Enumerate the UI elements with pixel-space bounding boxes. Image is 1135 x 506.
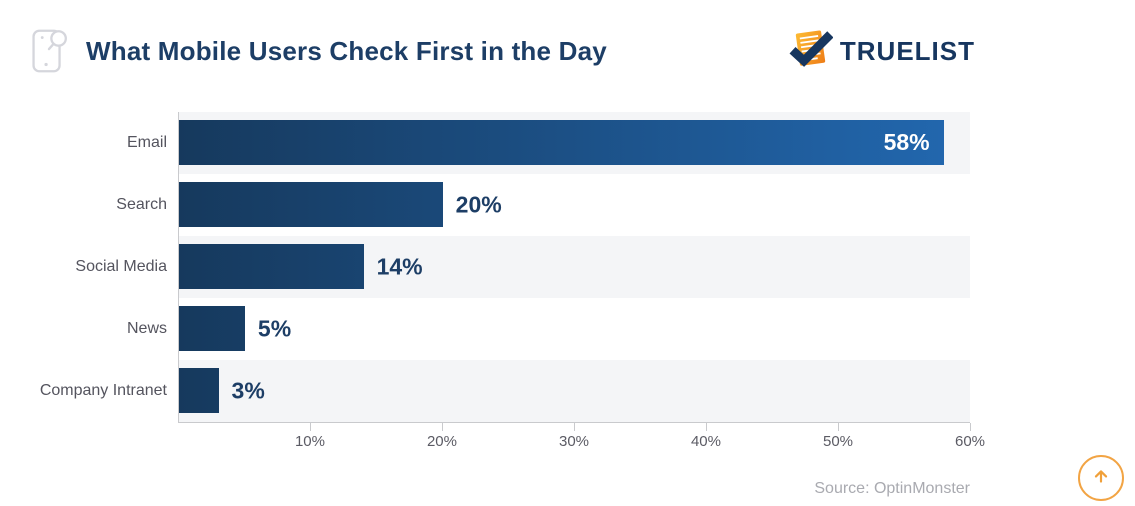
plot-cell: 58% — [178, 112, 970, 174]
x-tick-label: 30% — [558, 433, 590, 450]
plot-cell: 3% — [178, 360, 970, 422]
category-label: News — [126, 320, 167, 337]
category-label: Search — [116, 196, 167, 213]
x-tick-mark — [441, 423, 443, 431]
value-label: 3% — [231, 377, 265, 404]
x-tick-label: 10% — [294, 433, 325, 450]
value-label: 20% — [455, 191, 502, 218]
source-credit: Source: OptinMonster — [814, 480, 970, 497]
bar: 58% — [179, 120, 944, 165]
header: What Mobile Users Check First in the Day — [0, 0, 1135, 78]
category-label: Company Intranet — [39, 382, 167, 399]
value-label: 14% — [376, 253, 423, 280]
page-title: What Mobile Users Check First in the Day — [86, 35, 607, 66]
truelist-logo-text: TRUELIST — [839, 35, 975, 66]
truelist-logo-icon — [789, 28, 834, 74]
bar — [179, 306, 245, 351]
x-tick-label: 60% — [954, 433, 986, 450]
x-tick-mark — [705, 423, 707, 431]
truelist-logo[interactable]: TRUELIST — [789, 28, 975, 74]
chart-row: Social Media 14% — [0, 236, 1135, 298]
bar — [179, 244, 364, 289]
x-axis: 10% 20% 30% 40% 50% 60% — [178, 422, 985, 456]
x-tick-label: 40% — [690, 433, 721, 450]
plot-cell: 20% — [178, 174, 970, 236]
row-band — [179, 360, 970, 422]
plot-cell: 14% — [178, 236, 970, 298]
phone-search-icon — [22, 24, 74, 78]
x-tick-mark — [838, 423, 839, 431]
chart-row: Company Intranet 3% — [0, 360, 1135, 422]
bar — [179, 368, 219, 413]
x-tick-mark — [574, 423, 575, 431]
category-label: Social Media — [75, 258, 167, 275]
chart-row: Search 20% — [0, 174, 1135, 236]
chart-row: News 5% — [0, 298, 1135, 360]
chart-rows: Email 58% Search 20% Social Media 14% News 5% Co… — [0, 112, 1135, 422]
bar — [179, 182, 443, 227]
x-tick-mark — [309, 423, 311, 431]
category-label: Email — [126, 134, 167, 151]
bar-chart: Email 58% Search 20% Social Media 14% News 5% Co… — [0, 112, 1135, 456]
x-tick-label: 50% — [822, 433, 854, 450]
chart-row: Email 58% — [0, 112, 1135, 174]
value-label: 5% — [257, 315, 292, 342]
plot-cell: 5% — [178, 298, 970, 360]
scroll-to-top-button[interactable] — [1078, 455, 1124, 501]
arrow-up-icon — [1090, 465, 1112, 492]
x-tick-mark — [970, 423, 971, 431]
x-tick-label: 20% — [426, 433, 457, 450]
